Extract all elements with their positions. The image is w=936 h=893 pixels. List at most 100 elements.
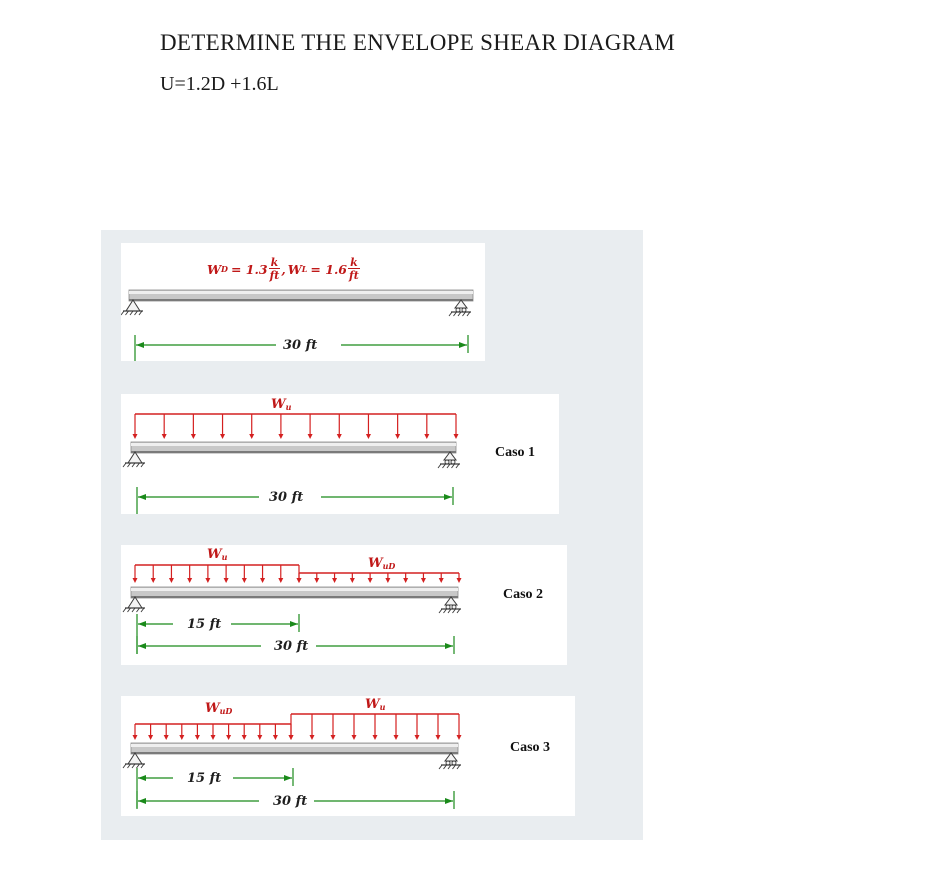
roller-triangle	[444, 752, 458, 762]
load-arrow-head	[210, 735, 216, 740]
beam-diagram-case-3: WuD Wu 15 ft 30 ft Caso 3	[121, 696, 575, 816]
load-label-wu: Wu	[271, 397, 292, 412]
load-arrow-head	[336, 434, 342, 439]
case-label-3: Caso 3	[510, 740, 551, 755]
page-title: DETERMINE THE ENVELOPE SHEAR DIAGRAM	[160, 30, 676, 55]
uniform-load-wud-left	[132, 723, 294, 740]
wd-value: = 1.3	[230, 261, 268, 277]
ground-hatch	[456, 764, 461, 770]
dimension-arrow-right	[284, 775, 292, 781]
load-arrow-head	[241, 735, 247, 740]
dimension-arrow-right	[459, 342, 467, 348]
ground-hatch	[438, 608, 443, 614]
ground-hatch	[452, 608, 456, 614]
ground-hatch	[122, 607, 127, 613]
ground-hatch	[134, 310, 138, 316]
ground-hatch	[448, 311, 453, 317]
roller-support-icon	[437, 451, 460, 469]
dimension-arrow-left	[138, 643, 146, 649]
partial-span-label: 15 ft	[187, 617, 222, 632]
load-arrow-head	[307, 434, 313, 439]
load-arrow-head	[226, 735, 232, 740]
ground-hatch	[466, 311, 471, 317]
ground-hatch	[140, 607, 145, 613]
pin-triangle	[127, 752, 143, 765]
pin-triangle	[127, 451, 143, 464]
roller-triangle	[454, 299, 468, 309]
load-arrow-head	[456, 578, 462, 583]
ground-hatch	[131, 763, 136, 769]
ground-hatch	[455, 463, 460, 469]
load-arrow-head	[385, 578, 391, 583]
span-dimension-line	[136, 791, 455, 809]
ground-hatch	[451, 463, 455, 469]
load-arrow-head	[205, 578, 211, 583]
ground-hatch	[447, 764, 452, 770]
load-arrow-head	[309, 735, 315, 740]
ground-hatch	[447, 608, 452, 614]
roller-triangle	[443, 451, 457, 461]
beam-case-3-svg	[122, 713, 462, 809]
load-arrow-head	[332, 578, 338, 583]
ground-hatch	[140, 763, 145, 769]
load-arrow-head	[150, 578, 156, 583]
case-label-2: Caso 2	[503, 587, 544, 602]
load-arrow-head	[288, 735, 294, 740]
case-label-1: Caso 1	[495, 445, 536, 460]
pin-support-icon	[122, 596, 145, 613]
load-arrow-head	[241, 578, 247, 583]
span-label: 30 ft	[274, 639, 309, 654]
ground-hatch	[452, 764, 456, 770]
wd-unit: k ft	[268, 256, 281, 282]
pin-triangle	[125, 299, 141, 312]
beam-diagram-case-2: Wu WuD 15 ft 30 ft Caso 2	[121, 545, 567, 665]
beam-case-3	[130, 742, 459, 755]
dimension-arrow-left	[138, 798, 146, 804]
beam-case-2-svg	[122, 564, 462, 654]
ground-hatch	[443, 764, 447, 770]
load-combination: U=1.2D +1.6L	[160, 73, 279, 95]
ground-hatch	[136, 607, 140, 613]
dimension-arrow-right	[445, 643, 453, 649]
load-arrow-head	[132, 434, 138, 439]
beam-shadow	[131, 451, 456, 453]
dimension-arrow-left	[138, 621, 146, 627]
load-arrow-head	[278, 578, 284, 583]
load-arrow-head	[190, 434, 196, 439]
load-arrow-head	[395, 434, 401, 439]
beam-case-1	[130, 441, 457, 454]
load-arrow-head	[349, 578, 355, 583]
load-arrow-head	[179, 735, 185, 740]
pin-support-icon	[122, 752, 145, 769]
load-label-wud: WuD	[368, 556, 396, 571]
partial-dimension-line	[136, 768, 294, 808]
dimension-arrow-right	[444, 494, 452, 500]
ground-hatch	[122, 462, 127, 468]
ground-hatch	[127, 607, 131, 613]
beam-1	[128, 289, 474, 302]
roller-wheel	[444, 459, 450, 465]
ground-hatch	[127, 763, 131, 769]
load-arrow-head	[403, 578, 409, 583]
dimension-arrow-left	[138, 494, 146, 500]
span-dimension-line	[134, 335, 469, 361]
wd-subscript: D	[221, 264, 228, 274]
load-arrow-head	[148, 735, 154, 740]
ground-hatch	[136, 763, 140, 769]
dimension-arrow-right	[445, 798, 453, 804]
roller-support-icon	[438, 752, 461, 770]
load-arrow-head	[220, 434, 226, 439]
span-label: 30 ft	[273, 794, 308, 809]
load-arrow-head	[453, 434, 459, 439]
wl-symbol: W	[287, 261, 302, 277]
pin-support-icon	[122, 451, 145, 468]
ground-hatch	[131, 462, 136, 468]
load-arrow-head	[414, 735, 420, 740]
beam-case-2	[130, 586, 459, 599]
beam-shadow	[129, 299, 473, 301]
load-label-wu: Wu	[207, 547, 228, 562]
load-arrow-head	[420, 578, 426, 583]
load-arrow-head	[330, 735, 336, 740]
beam-highlight	[129, 291, 473, 294]
